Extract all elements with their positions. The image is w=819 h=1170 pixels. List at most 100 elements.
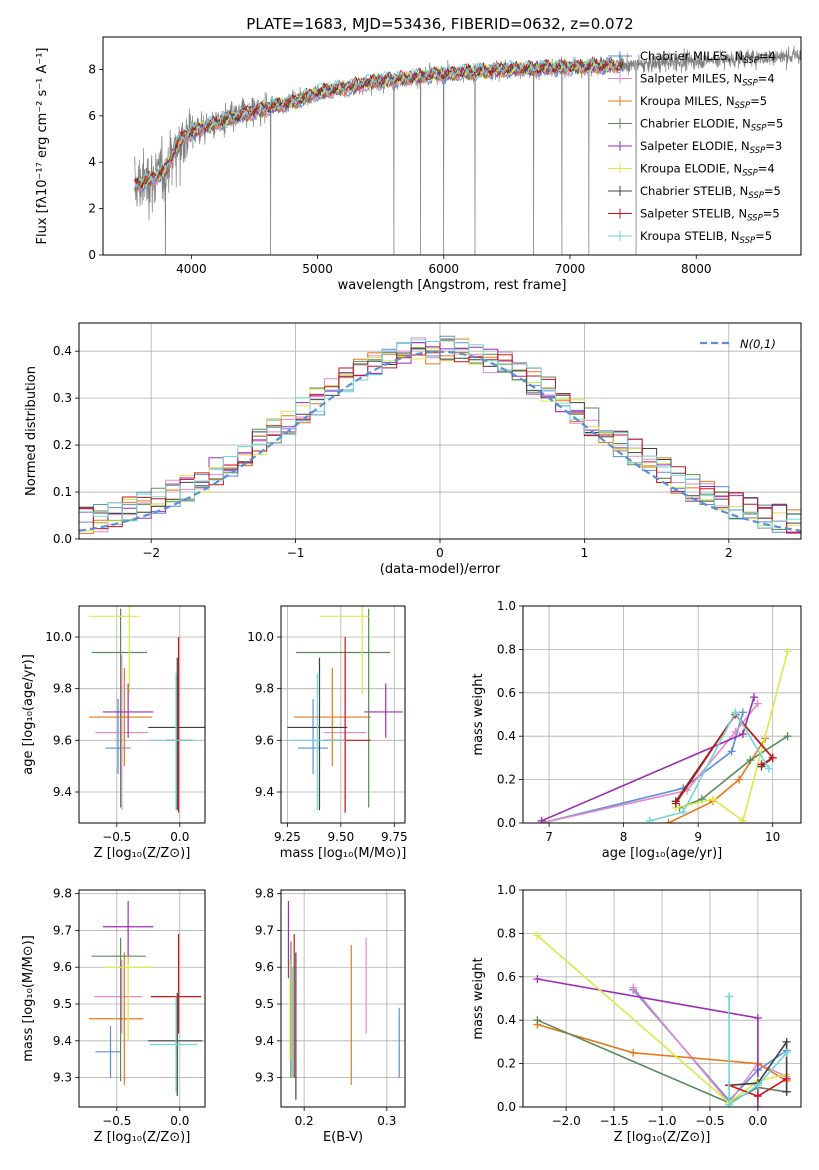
legend-sub: SSP (750, 146, 766, 156)
y-tick-label: 0.0 (497, 1100, 516, 1114)
weight-line (679, 735, 789, 809)
x-tick-label: −2.0 (552, 1114, 581, 1128)
histogram-step (79, 348, 801, 524)
y-tick-label: 10.0 (45, 630, 72, 644)
weight-marker (533, 974, 542, 983)
y-tick-label: 8 (88, 62, 96, 76)
model-spectrum-line (134, 55, 624, 189)
x-tick-label: −0.5 (102, 830, 131, 844)
weight-marker (537, 816, 546, 823)
y-tick-label: 9.8 (53, 887, 72, 901)
y-tick-label: 9.8 (53, 682, 72, 696)
x-tick-label: 0.3 (377, 1114, 396, 1128)
weight-marker (757, 760, 766, 769)
legend-entry: Kroupa ELODIE, NSSP=4 (640, 162, 775, 179)
x-tick-label: −2 (142, 546, 160, 560)
legend-label: Chabrier STELIB, N (640, 184, 748, 198)
y-tick-label: 9.5 (255, 997, 274, 1011)
weight-marker (782, 1048, 791, 1057)
legend-label: Salpeter MILES, N (640, 72, 742, 86)
weight-marker (727, 747, 736, 756)
weight-marker (738, 708, 747, 717)
axes-frame (522, 889, 802, 1108)
y-tick-label: 0.4 (497, 729, 516, 743)
x-tick-label: −0.5 (695, 1114, 724, 1128)
legend-sub: SSP (743, 56, 759, 66)
y-tick-label: 0.4 (497, 1013, 516, 1027)
weight-line (537, 1023, 788, 1082)
x-tick-label: −1.5 (599, 1114, 628, 1128)
y-tick-label: 0.1 (53, 485, 72, 499)
x-tick-label: 0.0 (170, 830, 189, 844)
y-tick-label: 0.0 (497, 816, 516, 830)
legend-tail: =5 (755, 229, 772, 243)
legend-entry: Chabrier STELIB, NSSP=5 (640, 184, 781, 201)
legend-sub: SSP (740, 236, 756, 246)
x-axis-label: E(B-V) (323, 1130, 363, 1145)
plot-layer: 4000 5000 6000 7000 8000 0 2 4 6 8 wavelength [Ang… (21, 36, 802, 1145)
legend-entry: Salpeter STELIB, NSSP=5 (640, 207, 780, 224)
plot-area-weight_vs_age (537, 647, 792, 823)
x-axis-label: (data-model)/error (380, 562, 501, 577)
weight-marker (709, 795, 718, 804)
y-tick-label: 1.0 (497, 599, 516, 613)
axes-frame (78, 605, 206, 824)
plot-area-age_vs_mass (287, 606, 403, 813)
legend-entry: Kroupa STELIB, NSSP=5 (640, 229, 772, 246)
y-tick-label: 9.8 (255, 682, 274, 696)
weight-marker (731, 727, 740, 736)
y-tick-label: 9.8 (255, 887, 274, 901)
weight-marker (664, 819, 673, 823)
weight-marker (753, 1092, 762, 1101)
y-tick-label: 0.8 (497, 926, 516, 940)
y-tick-label: 9.4 (255, 785, 274, 799)
weight-line (675, 651, 789, 823)
panel-weight_vs_age: 7 8 9 10 0.0 0.2 0.4 0.6 0.8 1.0 age [log₁₀(age/yr… (471, 599, 802, 861)
plot-area-mass_vs_EBV (287, 901, 400, 1100)
y-tick-label: 9.5 (53, 997, 72, 1011)
weight-marker (725, 1100, 734, 1107)
legend-label: Kroupa ELODIE, N (640, 162, 742, 176)
y-tick-label: 1.0 (497, 883, 516, 897)
x-axis-label: wavelength [Angstrom, rest frame] (338, 278, 567, 293)
y-axis-label: Flux [fλ10⁻¹⁷ erg cm⁻² s⁻¹ A⁻¹] (35, 48, 50, 245)
y-axis-label: mass weight (471, 957, 486, 1039)
y-tick-label: 0.6 (497, 686, 516, 700)
panel-weight_vs_Z: −2.0 −1.5 −1.0 −0.5 0.0 0.0 0.2 0.4 0.6 0.8 1.0 Z [… (471, 883, 802, 1145)
panel-mass_vs_EBV: 0.2 0.3 9.3 9.4 9.5 9.6 9.7 9.8 E(B-V) (255, 887, 406, 1145)
x-tick-label: 9.25 (274, 830, 301, 844)
y-tick-label: 0.2 (497, 1057, 516, 1071)
weight-line (536, 934, 787, 1104)
weight-line (541, 712, 744, 823)
plot-area-mass_vs_Z (89, 901, 203, 1096)
x-tick-label: 0.0 (748, 1114, 767, 1128)
weight-marker (738, 816, 747, 823)
weight-line (541, 703, 759, 823)
legend-entry: N(0,1) (740, 337, 776, 351)
panel-mass_vs_Z: −0.5 0.0 9.3 9.4 9.5 9.6 9.7 9.8 Z [log₁₀(Z/Z⊙)]… (21, 887, 206, 1145)
legend-sub: SSP (735, 101, 751, 111)
plot-area-weight_vs_Z (533, 931, 791, 1107)
y-axis-label: mass weight (471, 673, 486, 755)
x-tick-label: 10 (765, 830, 780, 844)
weight-marker (782, 1074, 791, 1083)
x-tick-label: 9.75 (381, 830, 408, 844)
weight-marker (753, 1103, 762, 1107)
y-tick-label: 0.3 (53, 391, 72, 405)
legend-label: Salpeter STELIB, N (640, 207, 747, 221)
y-tick-label: 6 (88, 109, 96, 123)
y-tick-label: 9.4 (255, 1034, 274, 1048)
legend-entry: Salpeter MILES, NSSP=4 (640, 72, 775, 89)
weight-marker (782, 1087, 791, 1096)
weight-marker (753, 1014, 762, 1023)
y-tick-label: 0.0 (53, 532, 72, 546)
plot-area-spectrum (134, 45, 801, 255)
weight-line (729, 1039, 788, 1092)
legend-label: Kroupa STELIB, N (640, 229, 740, 243)
legend-tail: =5 (766, 117, 783, 131)
x-tick-label: −0.5 (102, 1114, 131, 1128)
x-tick-label: 7000 (555, 262, 586, 276)
weight-marker (782, 1037, 791, 1046)
y-tick-label: 0.8 (497, 642, 516, 656)
